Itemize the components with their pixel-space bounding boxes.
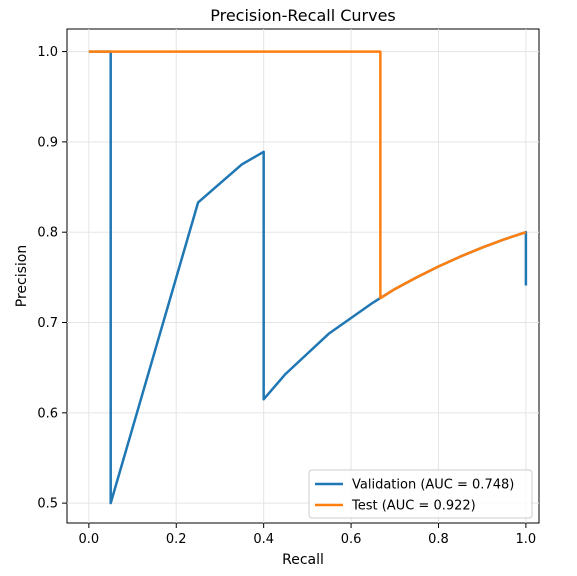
x-tick-label: 0.2 bbox=[166, 532, 187, 547]
legend-label-test: Test (AUC = 0.922) bbox=[351, 499, 476, 514]
x-tick-label: 1.0 bbox=[516, 532, 537, 547]
x-tick-label: 0.4 bbox=[253, 532, 274, 547]
series-line-test bbox=[88, 50, 527, 300]
x-axis-label: Recall bbox=[282, 552, 324, 568]
y-tick-label: 0.6 bbox=[37, 406, 58, 421]
x-tick-label: 0.0 bbox=[79, 532, 100, 547]
legend: Validation (AUC = 0.748) Test (AUC = 0.9… bbox=[308, 469, 533, 519]
y-axis-label: Precision bbox=[14, 245, 30, 307]
series-line-validation bbox=[88, 50, 528, 505]
legend-box bbox=[308, 469, 533, 519]
grid-lines bbox=[67, 29, 539, 523]
x-axis-ticks: 0.0 0.2 0.4 0.6 0.8 1.0 bbox=[79, 523, 537, 547]
y-tick-label: 0.8 bbox=[37, 226, 58, 241]
series-layer bbox=[88, 50, 528, 505]
x-tick-label: 0.6 bbox=[341, 532, 362, 547]
chart-title: Precision-Recall Curves bbox=[210, 6, 396, 25]
plot-area-frame bbox=[66, 28, 540, 524]
y-axis-ticks: 0.5 0.6 0.7 0.8 0.9 1.0 bbox=[37, 45, 67, 512]
y-tick-label: 0.9 bbox=[37, 135, 58, 150]
legend-label-validation: Validation (AUC = 0.748) bbox=[352, 478, 514, 493]
y-tick-label: 0.5 bbox=[37, 497, 58, 512]
y-tick-label: 1.0 bbox=[37, 45, 58, 60]
x-tick-label: 0.8 bbox=[428, 532, 449, 547]
y-tick-label: 0.7 bbox=[37, 316, 58, 331]
